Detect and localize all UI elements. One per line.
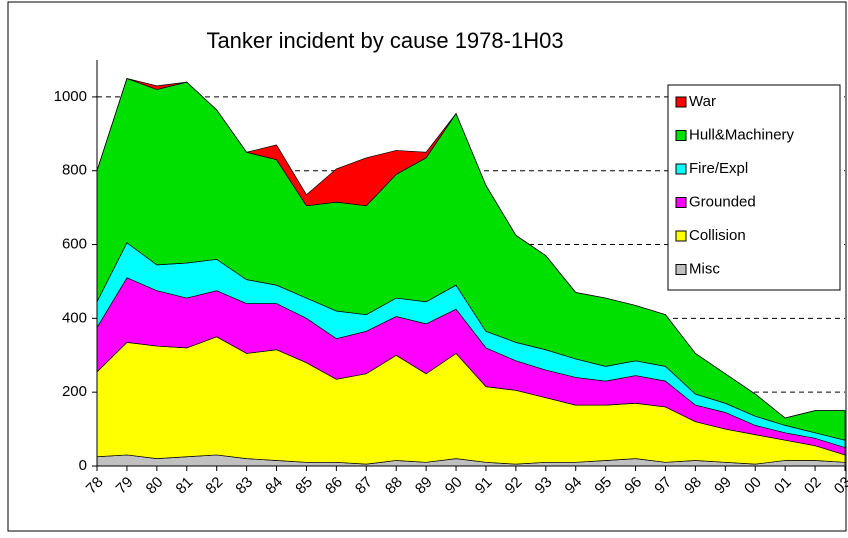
legend-swatch: [675, 264, 687, 275]
legend-label: Fire/Expl: [689, 160, 748, 177]
legend-swatch: [675, 197, 687, 208]
legend-swatch: [675, 163, 687, 175]
legend-swatch: [675, 230, 687, 242]
legend-label: War: [689, 93, 716, 110]
y-tick-label: 800: [62, 162, 87, 179]
legend-label: Collision: [689, 227, 746, 244]
legend-label: Misc: [689, 260, 720, 277]
legend-swatch: [675, 130, 687, 141]
area: [96, 77, 845, 419]
y-tick-label: 200: [62, 383, 87, 400]
chart-title: Tanker incident by cause 1978-1H03: [206, 28, 563, 53]
legend-label: Hull&Machinery: [689, 126, 795, 143]
legend-swatch: [675, 96, 687, 108]
y-tick-label: 400: [62, 309, 87, 326]
y-tick-label: 0: [79, 457, 87, 474]
y-tick-label: 1000: [54, 88, 87, 105]
y-tick-label: 600: [62, 236, 87, 253]
legend-box: [667, 84, 841, 291]
legend-label: Grounded: [689, 193, 756, 210]
